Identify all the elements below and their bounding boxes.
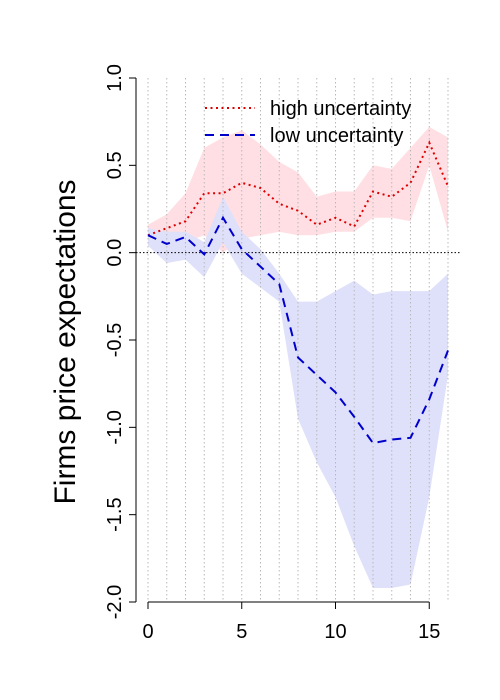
y-tick-label: -1.0 (104, 410, 126, 444)
legend-label-high: high uncertainty (270, 98, 411, 120)
x-tick-label: 5 (236, 621, 247, 643)
legend: high uncertainty low uncertainty (205, 98, 411, 147)
series-line-low-uncertainty (147, 215, 449, 445)
y-tick-label: 1.0 (104, 64, 126, 92)
y-tick-label: -1.5 (104, 497, 126, 531)
series-lines (147, 140, 449, 445)
legend-label-low: low uncertainty (270, 125, 403, 147)
x-tick-label: 15 (418, 621, 440, 643)
y-tick-label: -0.5 (104, 323, 126, 357)
vertical-gridlines (147, 78, 449, 602)
y-tick-label: 0.0 (104, 239, 126, 267)
y-axis-label: Firms price expectations (49, 179, 82, 504)
x-tick-label: 10 (324, 621, 346, 643)
y-tick-label: -2.0 (104, 585, 126, 619)
series-line-high-uncertainty (147, 140, 449, 237)
y-tick-label: 0.5 (104, 151, 126, 179)
axes: -2.0 -1.5 -1.0 -0.5 0.0 0.5 1.0 0 5 10 15 (104, 64, 440, 643)
x-tick-label: 0 (142, 621, 153, 643)
